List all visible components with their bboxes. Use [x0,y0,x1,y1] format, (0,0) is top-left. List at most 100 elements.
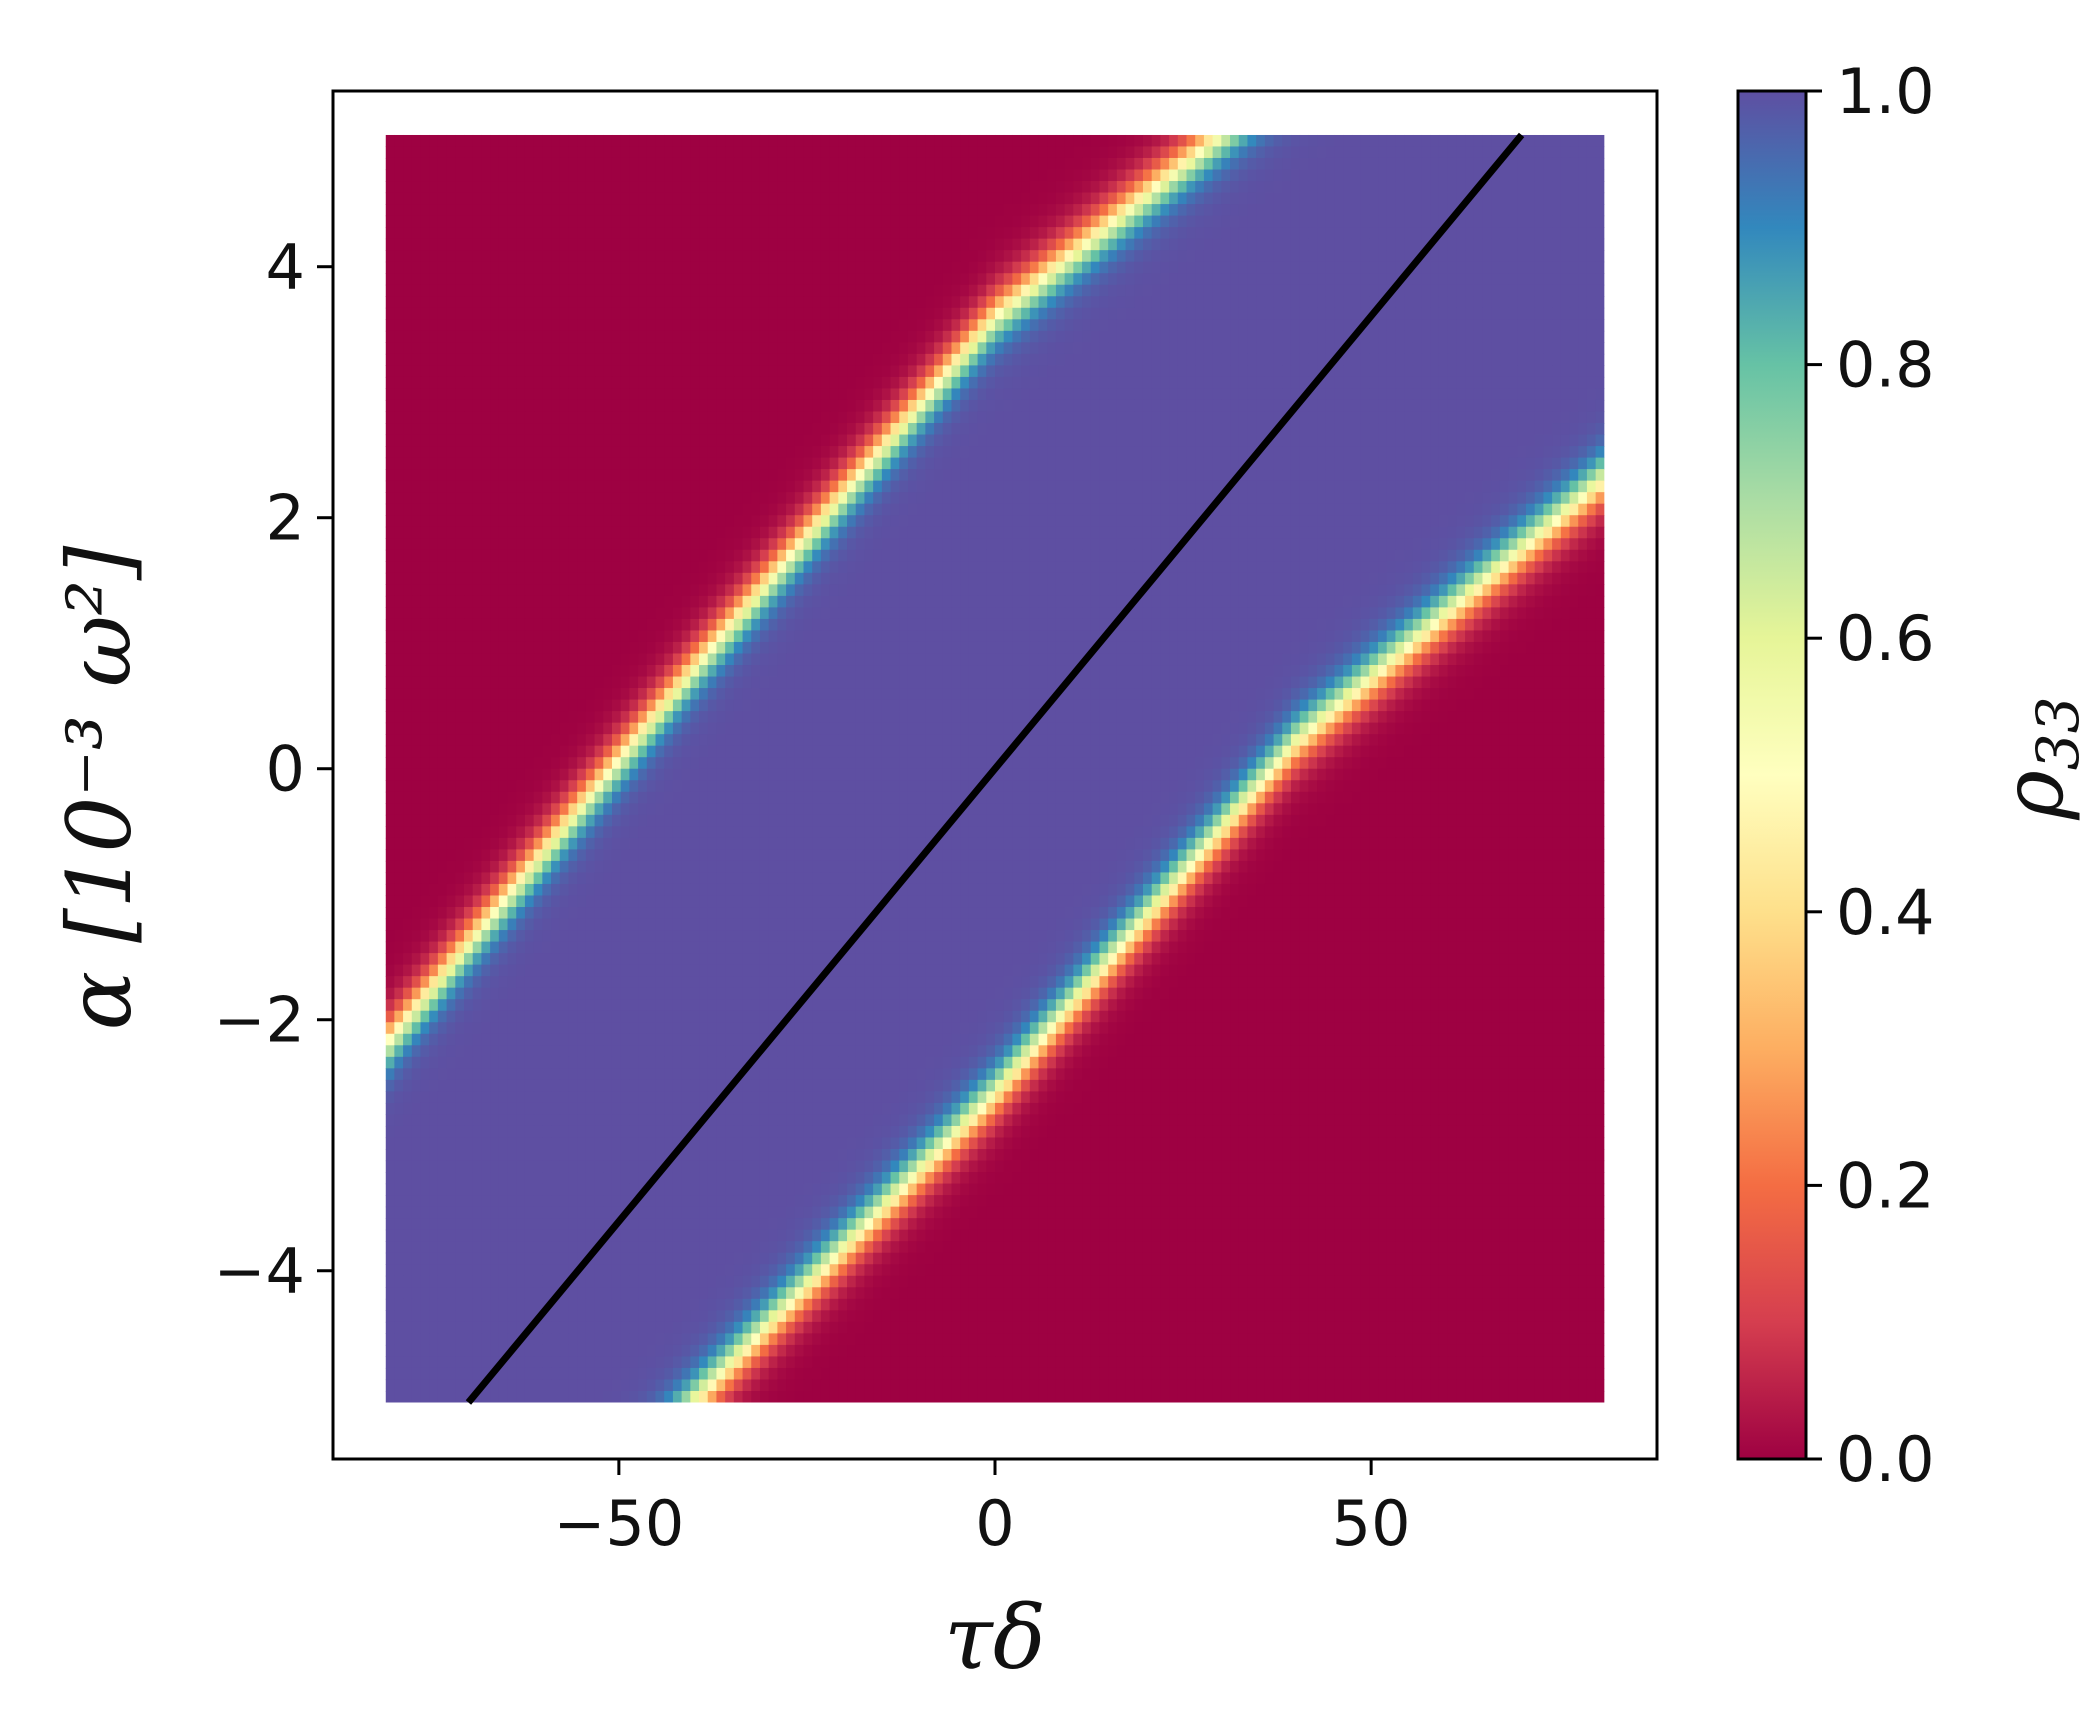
heatmap-cell [986,434,996,447]
heatmap-cell [1047,503,1057,516]
heatmap-cell [812,503,822,516]
heatmap-cell [1099,238,1109,251]
heatmap-cell [873,238,883,251]
heatmap-cell [759,146,770,159]
heatmap-cell [385,503,395,516]
heatmap-cell [1499,296,1510,309]
heatmap-cell [1386,353,1397,366]
heatmap-cell [455,538,465,551]
heatmap-cell [1238,376,1249,390]
heatmap-cell [1482,515,1492,528]
heatmap-cell [1151,261,1161,274]
heatmap-cell [1351,480,1362,493]
heatmap-cell [1404,330,1414,343]
heatmap-cell [934,330,944,343]
heatmap-cell [1169,388,1179,401]
heatmap-cell [1169,538,1179,551]
heatmap-cell [1256,319,1266,332]
heatmap-cell [1430,365,1440,378]
heatmap-cell [1090,353,1101,366]
heatmap-cell [585,273,596,286]
heatmap-cell [1325,215,1336,228]
heatmap-cell [524,480,535,493]
heatmap-cell [1395,480,1405,493]
heatmap-cell [873,503,883,516]
heatmap-cell [1543,446,1553,459]
heatmap-cell [1142,353,1153,366]
heatmap-cell [1203,376,1214,390]
heatmap-cell [1029,480,1040,493]
heatmap-cell [1238,515,1249,528]
heatmap-cell [812,284,822,297]
heatmap-cell [524,457,535,470]
heatmap-cell [1343,192,1353,205]
heatmap-cell [1012,319,1022,332]
heatmap-cell [890,181,900,194]
heatmap-cell [1238,423,1249,436]
heatmap-cell [516,457,526,470]
heatmap-cell [768,307,778,320]
heatmap-cell [446,492,456,505]
heatmap-cell [890,457,900,470]
heatmap-cell [1273,192,1283,205]
heatmap-cell [498,250,509,263]
heatmap-cell [472,515,483,528]
heatmap-cell [1386,480,1397,493]
heatmap-cell [1038,515,1048,528]
heatmap-cell [1012,515,1022,528]
heatmap-cell [672,204,683,217]
heatmap-cell [820,134,831,148]
heatmap-cell [585,446,596,459]
heatmap-cell [1447,134,1457,148]
heatmap-cell [1273,365,1283,378]
heatmap-cell [1238,399,1249,413]
heatmap-cell [1412,526,1423,539]
heatmap-cell [1360,307,1370,320]
heatmap-cell [638,469,648,482]
heatmap-cell [1360,376,1370,390]
heatmap-cell [1386,296,1397,309]
heatmap-cell [1465,492,1475,505]
heatmap-cell [1064,181,1074,194]
heatmap-cell [1386,261,1397,274]
heatmap-cell [1099,181,1109,194]
heatmap-cell [899,330,909,343]
heatmap-cell [951,376,961,390]
heatmap-cell [1334,238,1344,251]
heatmap-cell [420,261,430,274]
heatmap-cell [1360,192,1370,205]
heatmap-cell [1073,181,1083,194]
heatmap-cell [968,365,979,378]
heatmap-cell [394,134,404,148]
heatmap-cell [1073,215,1083,228]
heatmap-cell [1256,423,1266,436]
heatmap-cell [1195,353,1205,366]
heatmap-cell [1482,146,1492,159]
heatmap-cell [1073,411,1083,424]
heatmap-cell [1534,330,1544,343]
heatmap-cell [699,134,709,148]
heatmap-cell [1290,446,1301,459]
heatmap-cell [1586,181,1597,194]
heatmap-cell [786,169,796,182]
heatmap-cell [1578,457,1588,470]
heatmap-cell [942,526,953,539]
heatmap-cell [1230,515,1240,528]
heatmap-cell [551,515,561,528]
heatmap-cell [1247,526,1257,539]
heatmap-cell [1534,423,1544,436]
heatmap-cell [568,157,578,171]
heatmap-cell [777,399,787,413]
heatmap-cell [411,480,422,493]
heatmap-cell [1029,250,1040,263]
heatmap-cell [759,376,770,390]
heatmap-cell [1526,146,1536,159]
heatmap-cell [847,307,857,320]
heatmap-cell [655,365,665,378]
heatmap-cell [1473,238,1484,251]
heatmap-cell [759,227,770,240]
heatmap-cell [1351,296,1362,309]
heatmap-cell [385,296,395,309]
heatmap-cell [507,227,517,240]
heatmap-cell [829,423,839,436]
